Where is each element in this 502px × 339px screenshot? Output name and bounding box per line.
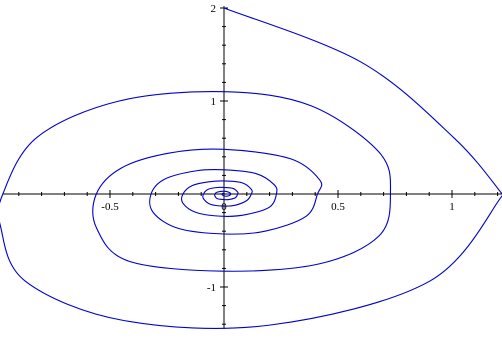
series-group (0, 7, 502, 329)
y-tick-label: 2 (211, 3, 217, 15)
x-tick-label: 0 (221, 201, 227, 213)
axes (2, 6, 502, 329)
y-tick-label: -1 (207, 282, 216, 294)
y-tick-label: 1 (211, 96, 217, 108)
tick-labels: -0.5 0 0.5 1 -1 1 2 (101, 3, 454, 294)
x-tick-label: 1 (449, 201, 455, 213)
spiral-series-line (0, 7, 502, 329)
x-tick-label: 0.5 (331, 201, 345, 213)
x-tick-label: -0.5 (101, 201, 119, 213)
